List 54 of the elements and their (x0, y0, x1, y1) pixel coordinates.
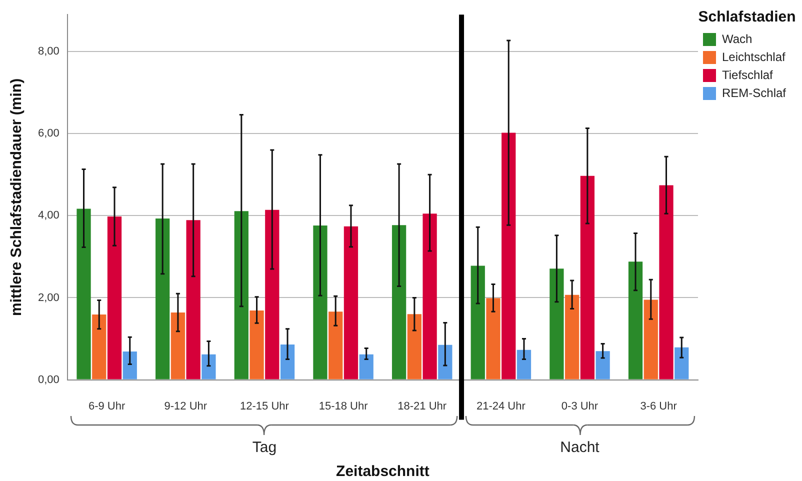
bar (422, 214, 437, 380)
bar (122, 351, 137, 380)
bar (265, 210, 280, 380)
bar (674, 347, 689, 380)
bar (392, 225, 406, 380)
y-tick-label: 6,00 (38, 128, 60, 140)
bar (170, 312, 186, 380)
x-tick-label: 0-3 Uhr (561, 400, 598, 412)
bar (502, 132, 516, 380)
x-axis-title: Zeitabschnitt (336, 463, 430, 480)
bar (250, 310, 264, 380)
x-tick-label: 6-9 Uhr (88, 400, 126, 412)
bar (313, 226, 328, 380)
x-tick-label: 9-12 Uhr (164, 400, 208, 412)
legend-label: Tiefschlaf (722, 68, 774, 82)
y-tick-label: 4,00 (38, 210, 60, 222)
bar (107, 216, 122, 380)
bar (516, 350, 532, 380)
bar (359, 354, 374, 380)
bar (550, 268, 564, 380)
legend-title: Schlafstadien (698, 8, 796, 26)
bar (76, 208, 91, 380)
bar (202, 354, 216, 380)
bar (438, 344, 452, 380)
bar (580, 176, 595, 380)
bar (328, 312, 343, 380)
bar (92, 314, 106, 380)
x-tick-label: 12-15 Uhr (240, 400, 290, 412)
bar (280, 344, 295, 380)
y-tick-label: 8,00 (38, 46, 60, 58)
bar (564, 294, 580, 380)
bar (659, 185, 674, 380)
bar (186, 220, 200, 380)
legend-label: REM-Schlaf (722, 86, 787, 100)
x-tick-label: 21-24 Uhr (476, 400, 526, 412)
bar (470, 266, 485, 380)
bar (234, 211, 248, 380)
x-tick-label: 3-6 Uhr (640, 400, 678, 412)
x-tick-label: 18-21 Uhr (398, 400, 447, 412)
bar (486, 298, 500, 380)
x-tick-label: 15-18 Uhr (318, 400, 368, 412)
y-tick-label: 0,00 (38, 374, 60, 386)
bar (156, 218, 170, 380)
y-tick-label: 2,00 (38, 292, 60, 304)
legend-label: Leichtschlaf (722, 50, 786, 64)
text: Nacht (560, 438, 600, 456)
legend-label: Wach (722, 32, 752, 46)
bar (596, 351, 610, 380)
bar (644, 300, 658, 380)
y-axis-title: mittlere Schlafstadiendauer (min) (8, 78, 26, 316)
text: Tag (252, 438, 277, 456)
bar (344, 226, 358, 380)
bar (628, 262, 643, 380)
bar (407, 314, 422, 380)
